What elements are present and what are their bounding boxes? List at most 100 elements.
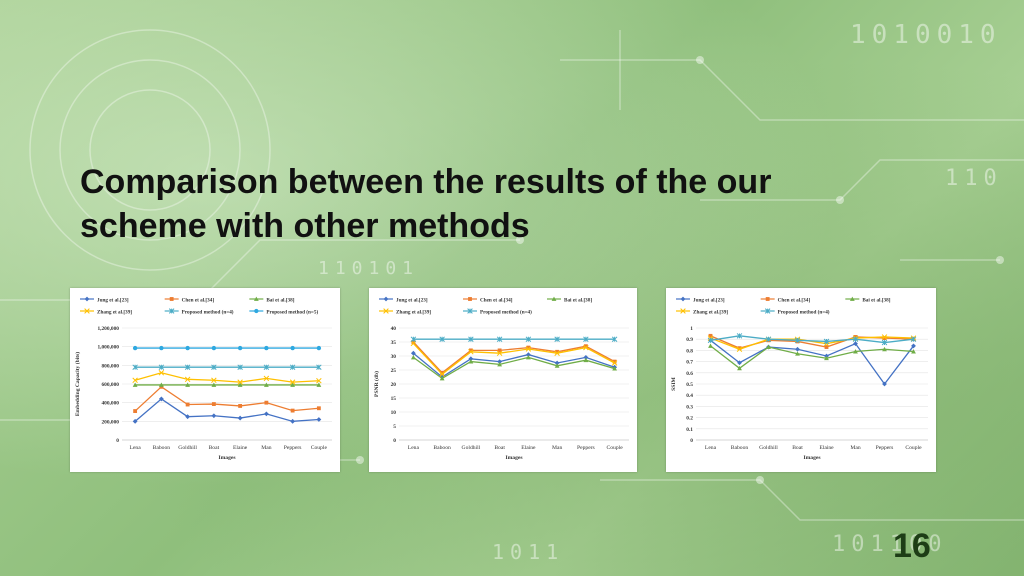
legend-marker [765, 297, 770, 301]
data-point [290, 418, 296, 424]
legend-entry: Chen et al.[34] [164, 297, 215, 304]
chart-panel-ssim: Jung et al.[23] Chen et al.[34] Bai et al.… [666, 288, 936, 472]
legend-label: Proposed method (n=4) [778, 309, 830, 316]
data-point [133, 409, 138, 413]
series [132, 382, 322, 387]
legend-label: Proposed method (n=4) [480, 309, 532, 316]
data-point [882, 336, 887, 340]
legend-marker [680, 308, 686, 314]
series [411, 340, 617, 375]
x-tick-label: Goldhill [462, 445, 481, 451]
binary-decoration: 1010010 [850, 20, 1002, 50]
data-point [612, 366, 618, 371]
legend-label: Proposed method (n=4) [182, 309, 234, 316]
data-point [184, 376, 191, 383]
series [132, 370, 322, 385]
data-point [554, 363, 560, 368]
data-point [185, 345, 190, 351]
y-tick-label: 30 [391, 354, 397, 360]
data-point [132, 345, 138, 351]
y-tick-label: 200,000 [101, 419, 119, 425]
data-point [263, 411, 269, 417]
data-point [132, 382, 138, 387]
data-point [468, 348, 473, 353]
series [410, 336, 618, 342]
data-point [583, 355, 589, 360]
y-tick-label: 0.2 [686, 416, 693, 422]
binary-decoration: 110 [945, 166, 1003, 191]
y-tick-label: 1 [690, 326, 693, 332]
x-tick-label: Elaine [819, 445, 834, 451]
legend-marker [168, 308, 175, 314]
y-axis-label: SSIM [671, 376, 677, 390]
x-axis-label: Images [803, 455, 821, 461]
x-tick-label: Couple [311, 445, 328, 451]
data-point [795, 346, 800, 352]
data-point [132, 364, 138, 370]
y-tick-label: 25 [391, 368, 397, 374]
data-point [737, 346, 742, 351]
data-point [211, 402, 216, 406]
series-line [412, 356, 615, 380]
legend-entry: Chen et al.[34] [760, 297, 810, 304]
title-line-2: scheme with other methods [80, 207, 530, 245]
data-point [263, 382, 269, 387]
data-point [526, 345, 531, 350]
data-point [158, 382, 164, 387]
data-point [263, 364, 270, 370]
data-point [410, 340, 417, 347]
data-point [289, 364, 296, 370]
legend-marker [253, 296, 259, 301]
legend-marker [551, 296, 557, 301]
data-point [410, 336, 417, 342]
series [410, 355, 618, 381]
y-axis-label: PSNR (db) [373, 371, 380, 397]
y-tick-label: 0.1 [686, 427, 693, 433]
series [132, 364, 322, 370]
legend-label: Bai et al.[38] [266, 298, 294, 304]
data-point [737, 360, 742, 366]
data-point [708, 343, 713, 348]
legend-marker [383, 308, 389, 314]
data-point [736, 346, 743, 353]
data-point [211, 413, 217, 419]
legend-marker [383, 296, 389, 302]
legend-entry: Bai et al.[38] [249, 296, 295, 304]
legend-label: Chen et al.[34] [182, 298, 215, 304]
data-point [439, 371, 445, 377]
legend-label: Bai et al.[38] [862, 298, 890, 304]
data-point [237, 382, 243, 387]
data-point [612, 359, 617, 364]
data-point [497, 359, 503, 364]
x-tick-label: Goldhill [759, 445, 778, 451]
binary-decoration: 101100 [832, 532, 948, 557]
legend-entry: Zhang et al.[39] [80, 308, 132, 316]
data-point [237, 415, 243, 421]
x-tick-label: Lena [130, 445, 142, 451]
data-point [211, 364, 217, 370]
data-point [185, 402, 190, 407]
data-point [794, 337, 801, 344]
x-tick-label: Elaine [233, 445, 248, 451]
data-point [439, 336, 445, 342]
data-point [882, 346, 887, 352]
series-line [134, 385, 319, 412]
series-line [710, 335, 914, 344]
y-tick-label: 0.3 [686, 404, 693, 410]
legend-entry: Jung et al.[23] [379, 296, 428, 304]
data-point [853, 349, 858, 354]
y-tick-label: 0.9 [686, 337, 693, 343]
legend-entry: Proposed method (n=4) [463, 308, 532, 316]
data-point [910, 336, 917, 342]
y-tick-label: 10 [391, 410, 397, 416]
series-line [710, 345, 914, 370]
data-point [708, 333, 713, 338]
data-point [881, 334, 888, 340]
data-point [237, 379, 243, 385]
legend-marker [680, 296, 686, 302]
legend-entry: Proposed method (n=4) [760, 308, 830, 316]
data-point [911, 349, 916, 354]
legend-marker [84, 308, 90, 314]
data-point [583, 336, 589, 342]
data-point [911, 343, 916, 349]
